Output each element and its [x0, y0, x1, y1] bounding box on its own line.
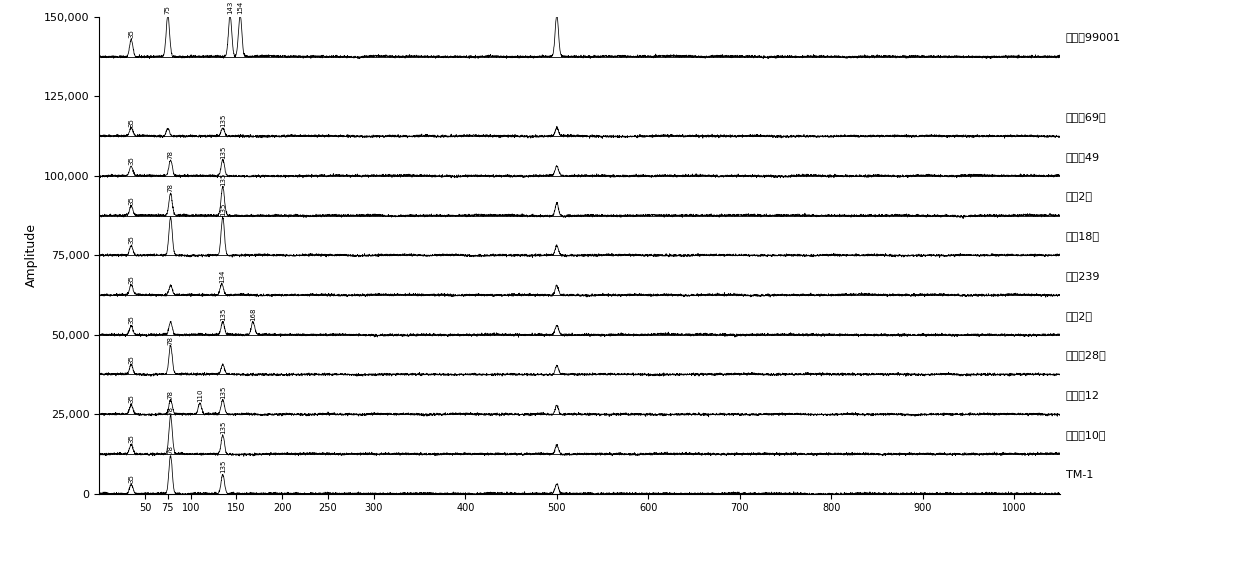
Text: 154: 154	[237, 1, 243, 14]
Text: 35: 35	[128, 29, 134, 38]
Text: 35: 35	[128, 355, 134, 364]
Text: 168: 168	[250, 307, 255, 321]
Text: 78: 78	[167, 150, 174, 159]
Text: 135: 135	[219, 307, 226, 321]
Text: 78: 78	[167, 445, 174, 454]
Text: 135: 135	[219, 420, 226, 434]
Text: 135: 135	[219, 145, 226, 159]
Text: 75: 75	[165, 5, 171, 14]
Text: 35: 35	[128, 236, 134, 245]
Text: 135: 135	[219, 203, 226, 216]
Text: 35: 35	[128, 434, 134, 443]
Text: 78: 78	[167, 406, 174, 415]
Text: 78: 78	[167, 390, 174, 399]
Text: 35: 35	[128, 474, 134, 483]
Text: 35: 35	[128, 315, 134, 324]
Text: 135: 135	[219, 460, 226, 473]
Text: 35: 35	[128, 275, 134, 284]
Text: 78: 78	[167, 335, 174, 344]
Text: 134: 134	[218, 269, 224, 283]
Y-axis label: Amplitude: Amplitude	[25, 223, 38, 287]
Text: 35: 35	[128, 196, 134, 205]
Text: 143: 143	[227, 1, 233, 14]
Text: 35: 35	[128, 118, 134, 127]
Text: 35: 35	[128, 394, 134, 403]
Text: 110: 110	[197, 388, 203, 402]
Text: 135: 135	[219, 172, 226, 186]
Text: 78: 78	[167, 183, 174, 192]
Text: 35: 35	[128, 156, 134, 165]
Text: 135: 135	[219, 113, 226, 127]
Text: 135: 135	[219, 385, 226, 399]
